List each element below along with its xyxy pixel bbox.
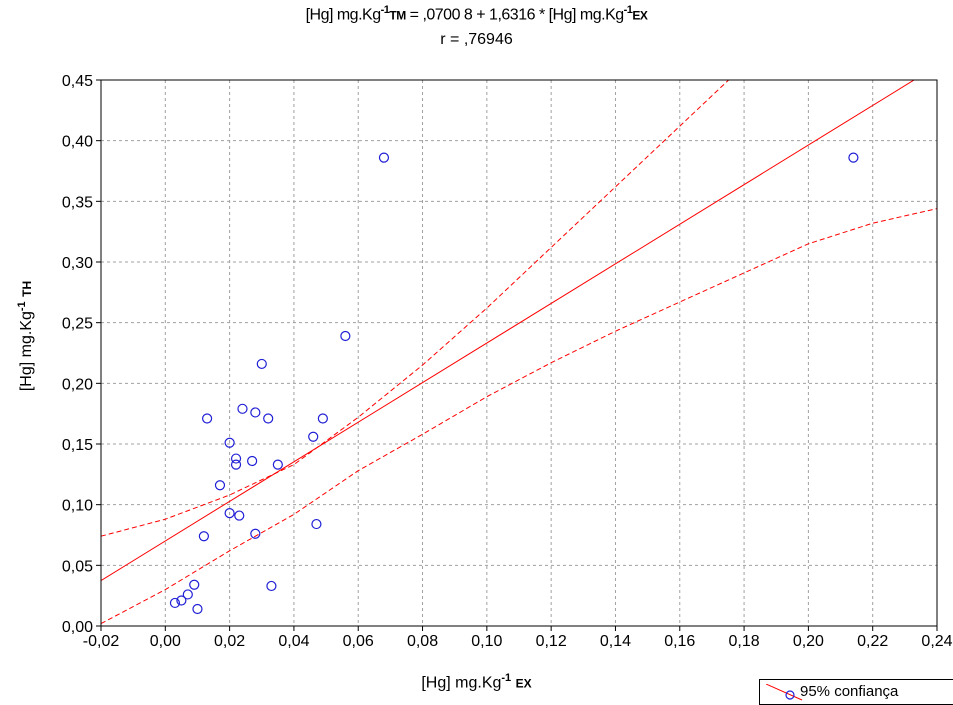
data-point [256,358,267,370]
x-axis-label-sup: -1 [501,672,512,684]
data-point [263,413,274,424]
regression-line-path [101,80,915,581]
y-tick-label: 0,35 [62,194,93,211]
x-tick-label: 0,08 [407,633,438,650]
data-point [176,595,187,606]
y-tick-label: 0,10 [62,498,93,515]
y-tick-labels: 0,00 0,05 0,10 0,15 0,20 0,25 0,30 0,35 0,40 0,45 [62,73,101,636]
legend-symbol-icon [766,684,803,701]
y-tick-label: 0,45 [62,73,93,90]
plot-frame [100,79,938,627]
data-point [192,603,203,615]
data-point [234,510,245,521]
x-tick-label: 0,16 [664,633,695,650]
x-tick-labels: -0,02 0,00 0,02 0,04 0,06 0,08 0,10 0,12 0,14 0,1… [83,626,953,650]
x-tick-label: 0,12 [536,633,567,650]
confidence-lower [101,208,937,625]
data-point [311,518,322,530]
data-point [250,407,261,418]
y-tick-label: 0,25 [62,316,93,333]
data-point [230,453,242,464]
data-points [169,152,859,615]
chart-title: [Hg] mg.Kg-1TM = ,0700 8 + 1,6316 * [Hg]… [0,4,953,24]
x-tick-label: -0,02 [83,633,120,650]
x-tick-label: 0,02 [214,633,245,650]
data-point [202,413,213,424]
data-point [247,455,258,467]
confidence-band [101,80,937,625]
x-tick-label: 0,20 [793,633,824,650]
x-tick-label: 0,18 [729,633,760,650]
x-tick-label: 0,24 [921,633,952,650]
data-point [224,508,235,519]
data-point [272,459,283,470]
data-point [340,330,351,342]
y-tick-label: 0,15 [62,437,93,454]
y-tick-label: 0,20 [62,376,93,393]
title-part-b: = ,0700 8 + 1,6316 * [Hg] mg.Kg [405,6,624,24]
data-point [182,589,193,600]
y-axis-label-sub: TH [20,280,35,297]
data-point [169,597,181,609]
confidence-upper [101,80,730,537]
data-point [308,431,319,442]
x-axis-label-sub: EX [515,676,532,691]
legend-label: 95% confiança [800,683,899,700]
title-sub-1: TM [389,8,406,23]
data-point [848,152,859,163]
data-point [237,403,248,414]
x-tick-label: 0,04 [278,633,309,650]
y-tick-label: 0,00 [62,619,93,636]
x-axis-label: [Hg] mg.Kg-1 EX [0,672,953,692]
y-tick-label: 0,05 [62,558,93,575]
y-axis-label: [Hg] mg.Kg-1 TH [16,281,36,391]
data-point [230,459,242,470]
title-sup-2: -1 [623,4,633,16]
data-point [378,152,390,163]
y-tick-label: 0,40 [62,134,93,151]
x-tick-label: 0,10 [471,633,502,650]
legend: 95% confiança [759,679,953,705]
x-tick-label: 0,14 [600,633,631,650]
x-tick-label: 0,22 [857,633,888,650]
y-axis-label-sup: -1 [15,301,28,312]
title-sub-2: EX [632,8,648,23]
correlation-label: r = ,76946 [440,31,513,48]
x-tick-label: 0,06 [343,633,374,650]
data-point [250,528,261,539]
data-point [214,480,226,491]
data-point [224,437,235,448]
y-axis-label-text: [Hg] mg.Kg [18,311,36,392]
x-axis-label-text: [Hg] mg.Kg [421,674,502,692]
grid-lines [101,80,937,626]
title-sup-1: -1 [380,4,390,16]
regression-line [101,80,915,581]
data-point [317,413,328,424]
data-point [189,579,200,590]
data-point [198,531,209,542]
title-part-a: [Hg] mg.Kg [305,6,382,24]
x-tick-label: 0,00 [150,633,181,650]
data-point [266,580,277,592]
y-tick-label: 0,30 [62,255,93,272]
